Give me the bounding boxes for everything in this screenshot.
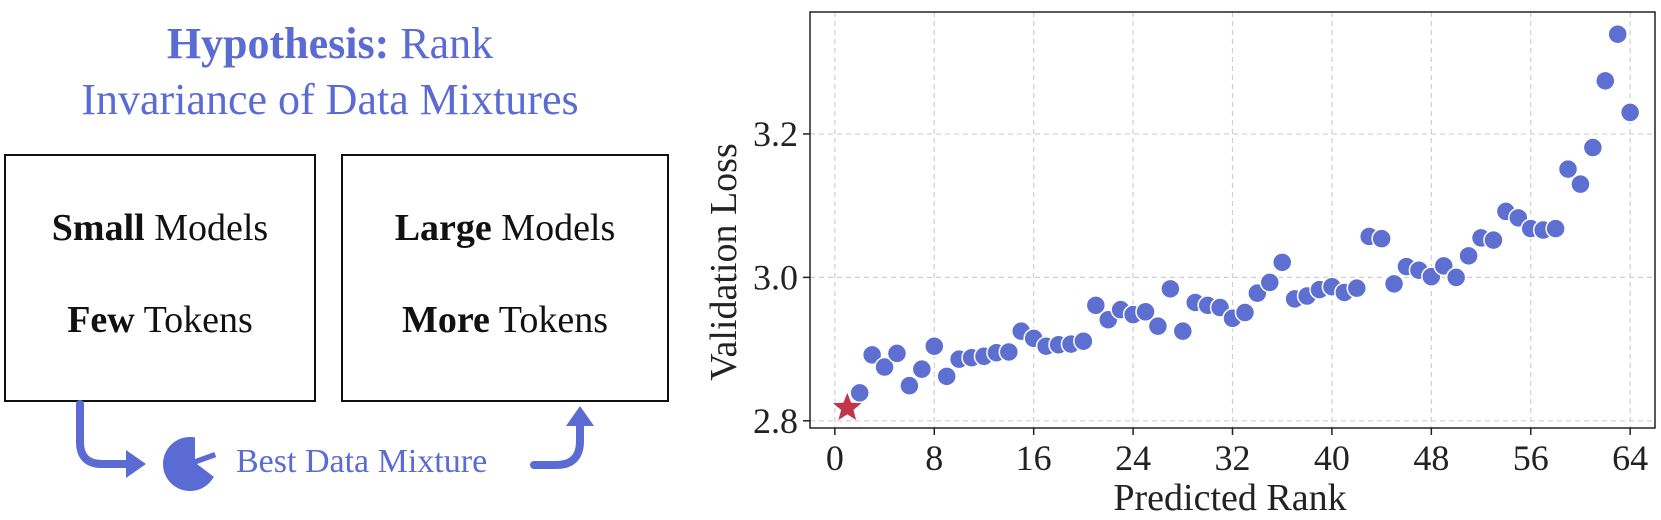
data-point bbox=[1458, 245, 1479, 267]
flow-arrows bbox=[76, 400, 594, 491]
more-bold: More bbox=[402, 299, 490, 341]
x-tick-label: 32 bbox=[1215, 438, 1251, 478]
data-point bbox=[886, 343, 908, 364]
few-tokens-rest: Tokens bbox=[143, 299, 253, 341]
data-point bbox=[1595, 70, 1616, 92]
x-tick-label: 48 bbox=[1413, 438, 1449, 478]
axis-ticks: 0 8 16 24 32 40 48 56 64 2.8 3.0 3.2 bbox=[753, 114, 1648, 478]
data-point bbox=[1346, 277, 1368, 299]
few-bold: Few bbox=[67, 299, 135, 341]
few-tokens-label: Few Tokens bbox=[6, 298, 314, 342]
x-axis-label: Predicted Rank bbox=[1113, 477, 1346, 519]
data-point bbox=[1135, 301, 1156, 323]
data-point bbox=[1557, 158, 1579, 180]
data-point bbox=[1607, 23, 1628, 45]
data-point bbox=[1234, 302, 1256, 323]
large-models-box: Large Models More Tokens bbox=[341, 154, 669, 402]
y-tick-label: 3.0 bbox=[753, 257, 798, 297]
data-point bbox=[924, 335, 945, 357]
x-tick-label: 40 bbox=[1314, 438, 1350, 478]
data-point bbox=[1445, 267, 1467, 288]
hypothesis-title-line2: Invariance of Data Mixtures bbox=[81, 75, 579, 124]
best-data-mixture-label: Best Data Mixture bbox=[236, 443, 488, 480]
data-point bbox=[1582, 137, 1604, 158]
data-point bbox=[1073, 330, 1094, 352]
data-point bbox=[998, 341, 1020, 363]
x-tick-label: 56 bbox=[1513, 438, 1549, 478]
data-point bbox=[1483, 229, 1504, 251]
small-bold: Small bbox=[51, 207, 145, 249]
large-models-label: Large Models bbox=[343, 206, 667, 250]
data-point bbox=[874, 356, 895, 378]
data-point bbox=[1259, 272, 1281, 293]
x-tick-label: 8 bbox=[925, 438, 943, 478]
data-point bbox=[1172, 320, 1194, 342]
data-point bbox=[1147, 315, 1169, 337]
small-models-box: Small Models Few Tokens bbox=[4, 154, 316, 402]
hypothesis-title-rank: Rank bbox=[400, 19, 494, 68]
data-point bbox=[1085, 295, 1107, 316]
curved-arrow-up-icon bbox=[530, 406, 594, 469]
small-models-rest: Models bbox=[154, 207, 269, 249]
y-tick-label: 2.8 bbox=[753, 401, 798, 441]
data-point bbox=[1371, 228, 1392, 249]
large-models-rest: Models bbox=[501, 207, 616, 249]
best-mixture-star-marker bbox=[833, 392, 862, 421]
x-tick-label: 64 bbox=[1612, 438, 1648, 478]
data-point bbox=[899, 375, 920, 396]
data-point bbox=[861, 344, 883, 366]
x-tick-label: 16 bbox=[1016, 438, 1052, 478]
y-axis-label: Validation Loss bbox=[703, 143, 745, 380]
data-point bbox=[1570, 173, 1591, 195]
large-bold: Large bbox=[394, 207, 492, 249]
hypothesis-title-line1: Hypothesis: Rank bbox=[0, 16, 660, 72]
small-models-label: Small Models bbox=[6, 206, 314, 250]
more-tokens-rest: Tokens bbox=[498, 299, 608, 341]
hypothesis-label: Hypothesis: bbox=[166, 19, 390, 68]
data-point bbox=[936, 366, 957, 387]
data-point bbox=[1160, 278, 1181, 300]
data-point bbox=[1383, 273, 1405, 295]
data-point bbox=[1545, 218, 1566, 239]
data-points bbox=[833, 23, 1641, 421]
more-tokens-label: More Tokens bbox=[343, 298, 667, 342]
curved-arrow-down-right-icon bbox=[76, 400, 146, 478]
data-point bbox=[911, 358, 933, 380]
data-point bbox=[1619, 102, 1641, 123]
data-point bbox=[1271, 252, 1293, 273]
hypothesis-title: Hypothesis: Rank Invariance of Data Mixt… bbox=[0, 16, 660, 128]
x-tick-label: 0 bbox=[826, 438, 844, 478]
x-tick-label: 24 bbox=[1115, 438, 1151, 478]
pie-chart-icon bbox=[163, 432, 224, 491]
y-tick-label: 3.2 bbox=[753, 114, 798, 154]
data-point bbox=[849, 382, 870, 404]
